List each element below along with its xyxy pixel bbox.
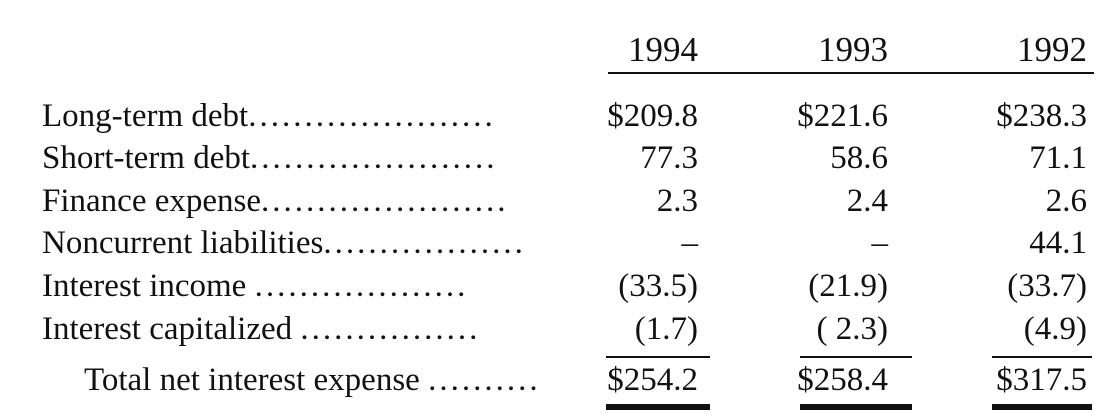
column-header-1994: 1994 [628,30,698,69]
leader-dots: ................... [254,268,469,304]
cell-1993: 2.4 [846,183,888,219]
table-row: Interest capitalized ................ (1… [0,311,1119,347]
leader-dots: .................. [323,225,526,261]
row-label: Short-term debt...................... [42,140,498,176]
table-row: Finance expense...................... 2.… [0,183,1119,219]
cell-1994: 2.3 [656,183,698,219]
column-header-1992: 1992 [1017,30,1087,69]
leader-dots: ................ [300,311,481,347]
total-double-rule-1992 [992,404,1092,410]
row-label: Finance expense...................... [42,183,509,219]
cell-1993: – [871,225,889,261]
cell-1992: 71.1 [1029,140,1087,176]
total-1994: $254.2 [607,362,698,398]
cell-1994: (1.7) [634,311,698,347]
cell-1993: $221.6 [797,98,888,134]
leader-dots: ...................... [250,140,498,176]
cell-1994: (33.5) [618,268,698,304]
cell-1992: (4.9) [1023,311,1087,347]
cell-1992: 2.6 [1045,183,1087,219]
row-label: Interest income ................... [42,268,469,304]
table-row: Interest income ................... (33.… [0,268,1119,304]
cell-1993: ( 2.3) [816,311,888,347]
total-double-rule-1993 [800,404,912,410]
total-1992: $317.5 [996,362,1087,398]
subtotal-rule-1992 [992,356,1092,358]
leader-dots: ...................... [248,98,496,134]
subtotal-rule-1993 [800,356,912,358]
total-1993: $258.4 [797,362,888,398]
table-row: Short-term debt...................... 77… [0,140,1119,176]
subtotal-rule-1994 [606,356,710,358]
row-label: Noncurrent liabilities.................. [42,225,526,261]
cell-1994: – [681,225,699,261]
leader-dots: ...................... [261,183,509,219]
cell-1992: 44.1 [1029,225,1087,261]
header-underline [608,72,1094,74]
row-label: Interest capitalized ................ [42,311,481,347]
leader-dots: .......... [428,362,541,398]
table-row: Long-term debt...................... $20… [0,98,1119,134]
total-label: Total net interest expense .......... [84,362,541,398]
cell-1994: $209.8 [607,98,698,134]
cell-1992: $238.3 [996,98,1087,134]
total-double-rule-1994 [606,404,710,410]
cell-1994: 77.3 [640,140,698,176]
total-row: Total net interest expense .......... $2… [0,362,1119,398]
cell-1993: 58.6 [830,140,888,176]
cell-1992: (33.7) [1007,268,1087,304]
table-row: Noncurrent liabilities..................… [0,225,1119,261]
column-header-1993: 1993 [818,30,888,69]
cell-1993: (21.9) [808,268,888,304]
row-label: Long-term debt...................... [42,98,496,134]
